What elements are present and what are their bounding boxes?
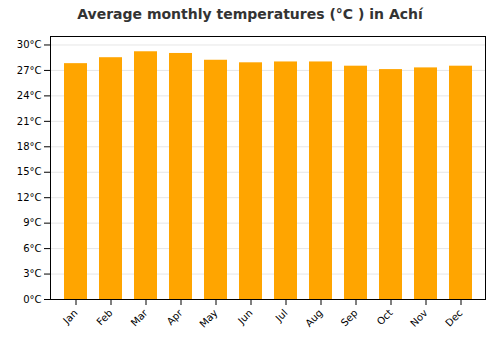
svg-text:Apr: Apr [165, 307, 186, 328]
svg-text:24°C: 24°C [17, 90, 42, 101]
svg-text:12°C: 12°C [17, 192, 42, 203]
svg-text:Sep: Sep [339, 307, 360, 328]
svg-text:18°C: 18°C [17, 141, 42, 152]
html-text:Average monthly temperatures (: Average monthly temperatures (°C ) in Ac… [77, 6, 423, 22]
svg-text:Aug: Aug [303, 307, 325, 329]
svg-text:Feb: Feb [94, 307, 114, 327]
svg-text:3°C: 3°C [23, 268, 41, 279]
svg-text:6°C: 6°C [23, 243, 41, 254]
svg-text:0°C: 0°C [23, 294, 41, 305]
svg-text:May: May [197, 307, 219, 329]
svg-text:Jun: Jun [235, 307, 255, 327]
svg-text:Jul: Jul [273, 307, 290, 324]
svg-text:Mar: Mar [129, 307, 151, 329]
svg-text:27°C: 27°C [17, 65, 42, 76]
svg-text:9°C: 9°C [23, 217, 41, 228]
svg-text:30°C: 30°C [17, 39, 42, 50]
svg-text:Oct: Oct [375, 307, 395, 327]
svg-text:Dec: Dec [443, 307, 464, 328]
svg-text:21°C: 21°C [17, 116, 42, 127]
svg-text:Jan: Jan [60, 307, 79, 326]
svg-text:15°C: 15°C [17, 166, 42, 177]
svg-text:Nov: Nov [408, 307, 430, 329]
